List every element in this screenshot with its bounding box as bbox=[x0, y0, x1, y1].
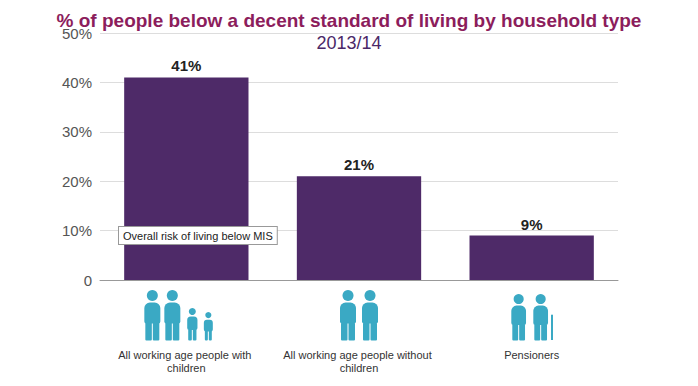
svg-text:50%: 50% bbox=[62, 24, 92, 42]
svg-text:children: children bbox=[167, 362, 206, 374]
svg-text:Overall risk of living below M: Overall risk of living below MIS bbox=[123, 230, 273, 242]
svg-text:21%: 21% bbox=[344, 156, 374, 173]
svg-text:9%: 9% bbox=[521, 216, 543, 233]
svg-text:% of people below a decent sta: % of people below a decent standard of l… bbox=[57, 10, 642, 31]
svg-text:children: children bbox=[340, 362, 379, 374]
svg-text:All working age people without: All working age people without bbox=[283, 349, 435, 361]
svg-text:Pensioners: Pensioners bbox=[504, 349, 560, 361]
svg-text:30%: 30% bbox=[62, 123, 92, 140]
svg-text:0: 0 bbox=[84, 272, 92, 289]
svg-text:All working age people with: All working age people with bbox=[118, 349, 254, 361]
svg-text:40%: 40% bbox=[62, 74, 92, 91]
svg-text:41%: 41% bbox=[171, 57, 201, 74]
svg-text:10%: 10% bbox=[62, 222, 92, 239]
svg-text:20%: 20% bbox=[62, 173, 92, 190]
svg-text:2013/14: 2013/14 bbox=[316, 33, 381, 53]
